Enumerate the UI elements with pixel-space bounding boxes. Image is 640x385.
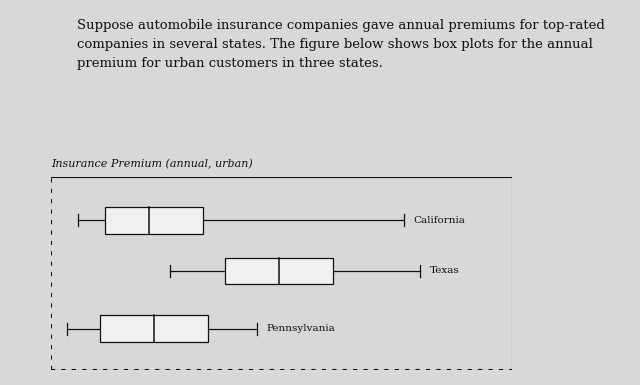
- Bar: [100, 315, 209, 342]
- Text: Suppose automobile insurance companies gave annual premiums for top-rated
compan: Suppose automobile insurance companies g…: [77, 19, 605, 70]
- Bar: [225, 258, 333, 284]
- Text: California: California: [413, 216, 465, 225]
- Text: Texas: Texas: [429, 266, 460, 275]
- Text: Insurance Premium (annual, urban): Insurance Premium (annual, urban): [51, 159, 253, 169]
- Bar: [106, 207, 203, 234]
- Text: Pennsylvania: Pennsylvania: [267, 324, 336, 333]
